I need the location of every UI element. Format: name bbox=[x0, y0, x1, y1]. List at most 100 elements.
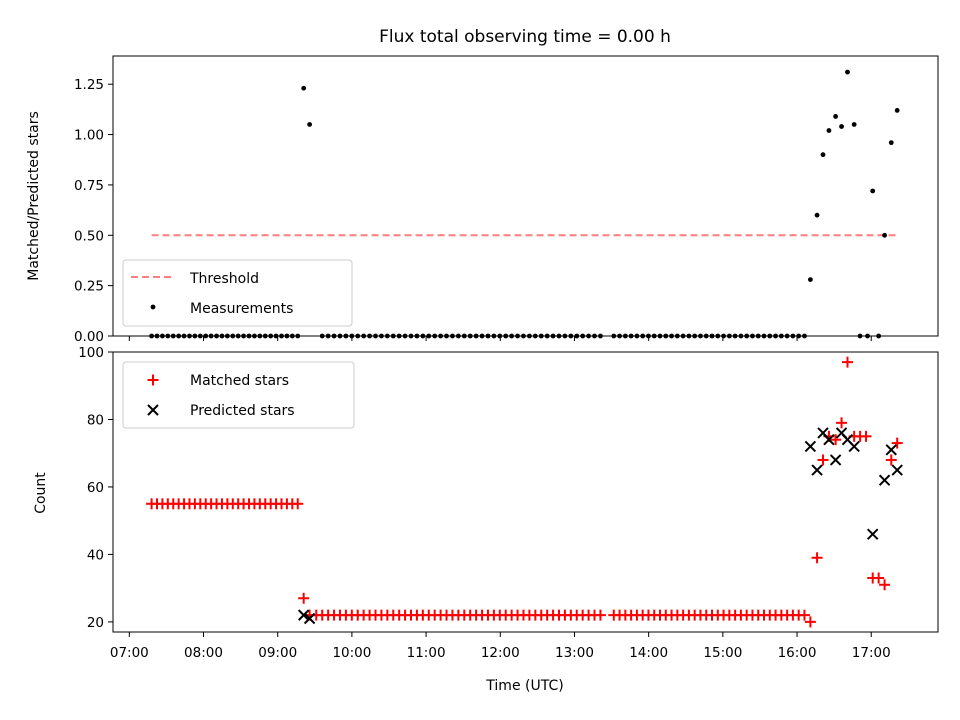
measurement-point bbox=[755, 333, 761, 339]
measurement-point bbox=[491, 333, 497, 339]
measurement-point bbox=[709, 333, 715, 339]
measurement-point bbox=[715, 333, 721, 339]
predicted-star-point bbox=[891, 464, 903, 476]
matched-star-point bbox=[873, 572, 885, 584]
measurement-point bbox=[550, 333, 556, 339]
measurement-point bbox=[790, 333, 796, 339]
measurement-point bbox=[851, 122, 857, 127]
top-y-axis-label: Matched/Predicted stars bbox=[26, 111, 42, 281]
measurement-point bbox=[568, 333, 574, 339]
measurement-point bbox=[170, 333, 176, 339]
measurement-point bbox=[778, 333, 784, 339]
measurement-point bbox=[634, 333, 640, 339]
measurement-point bbox=[414, 333, 420, 339]
measurement-point bbox=[784, 333, 790, 339]
measurement-point bbox=[257, 333, 263, 339]
measurement-point bbox=[295, 333, 301, 339]
measurement-point bbox=[214, 333, 219, 339]
x-axis-label: Time (UTC) bbox=[485, 678, 563, 694]
measurement-point bbox=[192, 333, 198, 339]
measurement-point bbox=[284, 333, 290, 339]
measurement-point bbox=[384, 333, 390, 339]
legend-predicted-swatch-b bbox=[147, 404, 159, 416]
measurement-point bbox=[680, 333, 686, 339]
predicted-star-point-b bbox=[823, 434, 835, 446]
matched-star-point bbox=[804, 616, 816, 628]
measurement-point bbox=[479, 333, 485, 339]
matched-star-point bbox=[594, 609, 606, 621]
measurement-point bbox=[497, 333, 503, 339]
measurement-point bbox=[814, 212, 820, 218]
predicted-star-point bbox=[823, 434, 835, 446]
measurement-point bbox=[262, 333, 268, 339]
matched-star-point bbox=[830, 434, 842, 446]
matched-star-point bbox=[292, 498, 304, 510]
measurement-point bbox=[562, 333, 568, 339]
measurement-point bbox=[450, 333, 455, 339]
measurement-point bbox=[203, 333, 209, 339]
top-y-tick-label: 1.25 bbox=[74, 77, 104, 93]
predicted-star-point-b bbox=[829, 454, 842, 466]
measurement-point bbox=[241, 333, 247, 339]
x-tick-label: 13:00 bbox=[555, 645, 594, 661]
matched-star-point bbox=[811, 552, 823, 564]
measurement-point bbox=[420, 333, 426, 339]
measurement-point bbox=[845, 69, 850, 75]
measurement-point bbox=[301, 85, 307, 91]
bottom-y-axis-label: Count bbox=[33, 472, 49, 514]
measurement-point bbox=[373, 333, 378, 339]
predicted-star-point-b bbox=[835, 427, 848, 439]
predicted-star-point-b bbox=[891, 464, 903, 476]
x-tick-label: 12:00 bbox=[481, 645, 520, 661]
matched-star-point bbox=[860, 430, 872, 442]
measurement-point bbox=[367, 333, 372, 339]
measurement-point bbox=[657, 333, 663, 339]
measurement-point bbox=[444, 333, 449, 339]
x-tick-label: 14:00 bbox=[629, 645, 668, 661]
predicted-star-point-b bbox=[885, 444, 897, 456]
measurement-point bbox=[224, 333, 230, 339]
measurement-point bbox=[622, 333, 628, 339]
predicted-star-point bbox=[804, 440, 817, 453]
measurement-point bbox=[337, 333, 343, 339]
x-tick-label: 09:00 bbox=[258, 645, 297, 661]
measurement-point bbox=[870, 188, 876, 194]
measurement-point bbox=[246, 333, 252, 339]
measurement-point bbox=[686, 333, 692, 339]
measurement-point bbox=[611, 333, 617, 339]
measurement-point bbox=[538, 333, 544, 339]
measurement-point bbox=[833, 114, 839, 119]
measurement-point bbox=[592, 333, 597, 339]
predicted-star-point-b bbox=[878, 474, 891, 486]
measurement-point bbox=[509, 333, 515, 339]
legend-measurement-swatch bbox=[150, 304, 156, 310]
matched-star-point bbox=[798, 609, 810, 621]
measurement-point bbox=[181, 333, 187, 339]
predicted-star-point-b bbox=[303, 612, 316, 625]
top-y-tick-label: 0.00 bbox=[74, 329, 104, 345]
bottom-axes-frame bbox=[112, 351, 939, 633]
legend-predicted-label: Predicted stars bbox=[190, 403, 295, 419]
measurement-point bbox=[154, 333, 160, 339]
measurement-point bbox=[882, 232, 887, 238]
measurement-point bbox=[640, 333, 646, 339]
predicted-star-point bbox=[303, 612, 316, 625]
measurement-point bbox=[692, 333, 698, 339]
measurement-point bbox=[669, 333, 674, 339]
measurement-point bbox=[703, 333, 709, 339]
measurement-point bbox=[598, 333, 603, 339]
measurement-point bbox=[349, 333, 355, 339]
legend-measurement-label: Measurements bbox=[190, 301, 293, 317]
measurement-point bbox=[580, 333, 586, 339]
measurement-point bbox=[426, 333, 432, 339]
measurement-point bbox=[432, 333, 438, 339]
measurement-point bbox=[467, 333, 473, 339]
measurement-point bbox=[343, 333, 349, 339]
measurement-point bbox=[721, 333, 726, 339]
measurement-point bbox=[532, 333, 538, 339]
predicted-star-point-b bbox=[817, 427, 829, 439]
top-legend-box bbox=[122, 259, 353, 327]
bottom-y-tick-label: 60 bbox=[87, 480, 104, 496]
